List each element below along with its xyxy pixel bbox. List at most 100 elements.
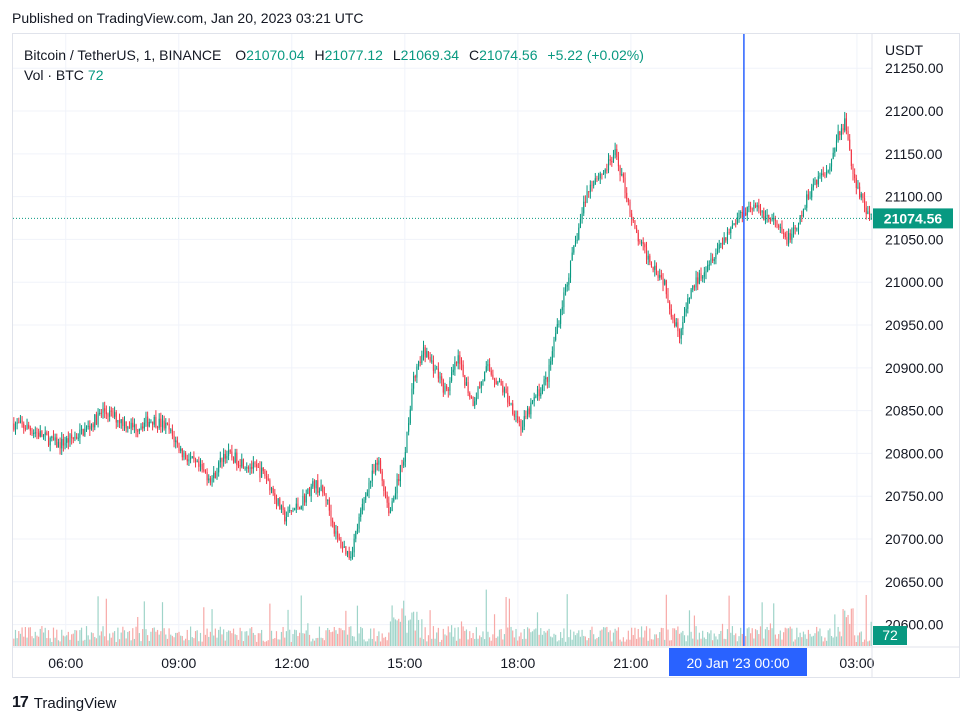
candle-body: [61, 438, 63, 449]
volume-bar: [422, 639, 425, 646]
volume-bar: [132, 628, 134, 646]
volume-bar: [341, 630, 344, 646]
candle-body: [170, 429, 172, 431]
volume-bar: [211, 609, 213, 646]
volume-bar: [94, 636, 96, 646]
volume-bar: [771, 628, 773, 646]
candle-body: [596, 178, 598, 180]
volume-bar: [721, 623, 724, 646]
candle-body: [475, 397, 477, 402]
volume-bar: [401, 608, 403, 646]
volume-bar: [439, 641, 441, 646]
candle-body: [145, 416, 147, 423]
volume-bar: [783, 632, 785, 646]
candle-body: [576, 239, 578, 242]
volume-bar: [406, 632, 408, 646]
volume-bar: [854, 635, 856, 646]
candle-body: [629, 202, 631, 214]
volume-bar: [576, 633, 578, 646]
volume-bar: [672, 628, 674, 646]
volume-bar: [774, 634, 776, 646]
tradingview-logo[interactable]: 17 TradingView: [12, 694, 116, 712]
volume-bar: [553, 633, 555, 646]
volume-bar: [707, 632, 709, 646]
candle-body: [837, 131, 839, 141]
volume-bar: [629, 639, 631, 646]
candle-body: [356, 528, 358, 531]
volume-bar: [57, 640, 60, 646]
close-label: C: [468, 47, 480, 63]
volume-bar: [821, 636, 823, 646]
candle-body: [489, 364, 491, 371]
candle-body: [812, 184, 814, 188]
volume-bar: [751, 628, 753, 646]
volume-bar: [249, 628, 251, 646]
candle-body: [272, 487, 274, 494]
volume-bar: [594, 639, 596, 646]
candle-body: [345, 546, 347, 555]
candle-body: [801, 215, 803, 217]
volume-bar: [465, 629, 468, 646]
candle-body: [442, 380, 444, 393]
candle-body: [294, 508, 296, 511]
volume-bar: [835, 636, 838, 646]
volume-bar: [373, 628, 375, 646]
volume-bar: [21, 627, 23, 646]
candle-body: [650, 262, 653, 267]
candle-body: [46, 432, 48, 436]
candle-body: [322, 485, 324, 493]
candle-body: [593, 184, 595, 186]
volume-bar: [269, 603, 271, 646]
candle-body: [388, 502, 390, 514]
candle-body: [366, 492, 368, 496]
volume-bar: [46, 638, 48, 646]
candle-body: [462, 364, 464, 376]
candle-body: [707, 265, 709, 272]
candle-body: [807, 194, 809, 199]
candle-body: [266, 476, 268, 479]
volume-bar: [560, 632, 562, 646]
volume-bar: [97, 596, 99, 646]
candle-body: [180, 448, 182, 451]
candle-body: [682, 322, 684, 329]
volume-bar: [356, 605, 359, 646]
candle-body: [193, 456, 195, 459]
volume-bar: [488, 637, 491, 646]
volume-bar: [376, 636, 378, 646]
chart-legend: Bitcoin / TetherUS, 1, BINANCE O21070.04…: [24, 45, 644, 65]
symbol-label[interactable]: Bitcoin / TetherUS, 1, BINANCE: [24, 47, 222, 63]
volume-bar: [95, 638, 98, 646]
volume-bar: [682, 630, 684, 646]
candle-body: [500, 380, 502, 386]
candle-body: [386, 494, 388, 503]
volume-bar: [450, 625, 453, 646]
candle-body: [850, 149, 852, 166]
candle-body: [185, 453, 187, 459]
volume-bar: [337, 633, 339, 646]
volume-bar: [294, 629, 296, 646]
candle-body: [292, 510, 294, 512]
candle-body: [332, 520, 334, 523]
volume-bar: [867, 641, 869, 646]
volume-bar: [424, 627, 426, 646]
candle-body: [28, 424, 30, 428]
candle-body: [186, 458, 188, 462]
candle-body: [603, 172, 605, 174]
volume-bar: [394, 619, 397, 646]
candle-body: [454, 362, 456, 370]
candle-body: [733, 223, 735, 226]
volume-bar: [361, 628, 363, 646]
volume-label[interactable]: Vol · BTC: [24, 67, 84, 83]
candle-body: [277, 498, 279, 505]
candle-body: [249, 467, 251, 469]
candle-body: [758, 205, 760, 209]
y-tick-label: 20650.00: [885, 574, 944, 590]
volume-bar: [740, 627, 742, 646]
volume-bar: [736, 641, 738, 646]
volume-bar: [59, 641, 61, 646]
volume-bar: [738, 636, 740, 646]
volume-bar: [368, 638, 370, 646]
candle-body: [155, 417, 157, 428]
candle-body: [307, 488, 309, 494]
